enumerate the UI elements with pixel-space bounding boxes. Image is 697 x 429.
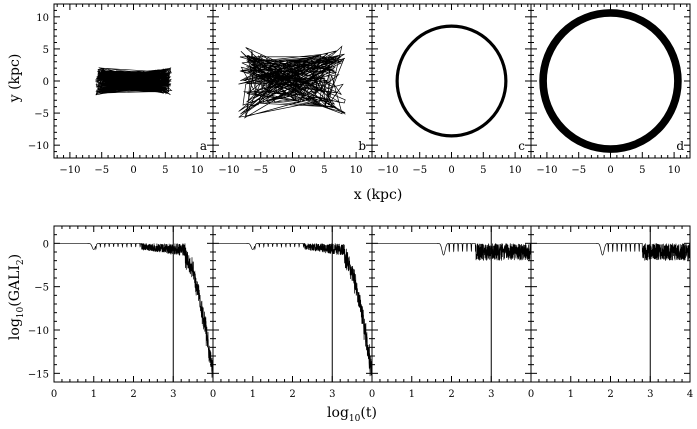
orbit-panel-label-a: a — [200, 139, 207, 153]
orbit-xtick-label: −10 — [377, 165, 398, 176]
orbit-ytick-label: 0 — [43, 77, 49, 88]
orbit-xtick-label: 5 — [639, 165, 645, 176]
orbit-frame-b — [212, 3, 373, 159]
orbit-panel-label-d: d — [676, 139, 684, 153]
bottom-y-sub: 10 — [16, 306, 26, 318]
gali-xtick-label: 3 — [329, 389, 335, 400]
orbit-trajectory-b — [238, 45, 346, 119]
orbit-panel-label-b: b — [358, 139, 366, 153]
gali-xtick-label: 2 — [607, 389, 613, 400]
gali-xtick-label: 3 — [647, 389, 653, 400]
orbit-panel-b: −10 −5 0 5 10 b — [212, 3, 373, 176]
orbit-xtick-label: 0 — [289, 165, 295, 176]
orbit-ring-d — [539, 9, 682, 153]
orbit-ytick-label: −10 — [28, 141, 49, 152]
bottom-y-log: log — [7, 318, 23, 340]
orbit-xtick-label: −5 — [412, 165, 427, 176]
orbit-xtick-label: 10 — [509, 165, 522, 176]
top-y-axis-title: y (kpc) — [7, 54, 23, 104]
gali-xtick-label: 2 — [448, 389, 454, 400]
gali-panel-b: 0 1 2 3 — [210, 225, 373, 400]
orbit-xtick-label: 5 — [480, 165, 486, 176]
orbit-xtick-label: 0 — [448, 165, 454, 176]
gali-ytick-label: −10 — [28, 326, 49, 337]
gali-frame-a — [53, 225, 214, 383]
gali-xtick-label: 2 — [289, 389, 295, 400]
orbit-xtick-label: −5 — [94, 165, 109, 176]
gali-xtick-label: 0 — [51, 389, 57, 400]
bottom-y-mid: (GALI — [7, 265, 23, 307]
gali-xtick-label: 0 — [369, 389, 375, 400]
gali-panel-d: 0 1 2 3 4 — [528, 225, 693, 400]
orbit-xtick-label: 10 — [668, 165, 681, 176]
bottom-x-log: log — [327, 405, 349, 421]
bottom-y-sub2: 2 — [16, 259, 26, 265]
gali-xtick-label: 2 — [130, 389, 136, 400]
gali-xtick-label: 0 — [210, 389, 216, 400]
gali-ytick-label: −15 — [28, 369, 49, 380]
bottom-x-rest: (t) — [360, 405, 377, 421]
orbit-ytick-label: 5 — [43, 45, 49, 56]
orbit-xtick-label: 0 — [130, 165, 136, 176]
bottom-y-rest: ) — [7, 254, 23, 259]
orbit-xtick-label: −10 — [218, 165, 239, 176]
gali-xtick-label: 1 — [250, 389, 256, 400]
bottom-x-sub: 10 — [349, 414, 361, 424]
orbit-xtick-label: −5 — [253, 165, 268, 176]
gali-panel-c: 0 1 2 3 — [369, 225, 532, 400]
orbit-panel-a: −10 −5 0 5 10 −10 −5 0 5 10 a — [28, 3, 214, 176]
orbit-xtick-label: 0 — [607, 165, 613, 176]
gali-xtick-label: 3 — [488, 389, 494, 400]
gali-curve-c — [372, 242, 532, 261]
gali-ytick-label: 0 — [43, 239, 49, 250]
gali-panel-a: 0 1 2 3 0 −5 −10 −15 — [28, 225, 214, 400]
orbit-panel-label-c: c — [518, 139, 525, 153]
orbit-ytick-label: 10 — [36, 13, 49, 24]
orbit-xtick-label: −10 — [536, 165, 557, 176]
gali-xtick-label: 0 — [528, 389, 534, 400]
orbit-xtick-label: 10 — [350, 165, 363, 176]
gali-curve-d — [531, 242, 691, 261]
orbit-frame-d — [530, 3, 691, 159]
gali-xtick-label: 1 — [409, 389, 415, 400]
orbit-ytick-label: −5 — [34, 109, 49, 120]
orbit-xtick-label: −10 — [59, 165, 80, 176]
orbit-ring-c — [395, 24, 508, 138]
gali-frame-b — [212, 225, 373, 383]
bottom-y-axis-title: log10(GALI2) — [7, 254, 26, 340]
orbit-trajectory-a — [95, 67, 173, 96]
gali-panels-row: 0 1 2 30−5−10−150 1 2 3 0 1 2 3 0 1 2 3 4 — [28, 225, 693, 400]
gali-curve-a — [54, 242, 214, 381]
gali-xtick-label: 4 — [687, 389, 693, 400]
orbit-xtick-label: −5 — [571, 165, 586, 176]
orbit-xtick-label: 5 — [162, 165, 168, 176]
gali-xtick-label: 3 — [170, 389, 176, 400]
gali-xtick-label: 1 — [91, 389, 97, 400]
orbit-xtick-label: 10 — [191, 165, 204, 176]
top-x-axis-title: x (kpc) — [354, 187, 403, 203]
gali-ytick-label: −5 — [34, 283, 49, 294]
gali-xtick-label: 1 — [568, 389, 574, 400]
bottom-x-axis-title: log10(t) — [327, 405, 377, 424]
orbit-panel-c: −10 −5 0 5 10 c — [371, 3, 532, 176]
orbit-xtick-label: 5 — [321, 165, 327, 176]
gali-curve-b — [213, 242, 373, 381]
orbit-panel-d: −10 −5 0 5 10 d — [530, 3, 691, 176]
